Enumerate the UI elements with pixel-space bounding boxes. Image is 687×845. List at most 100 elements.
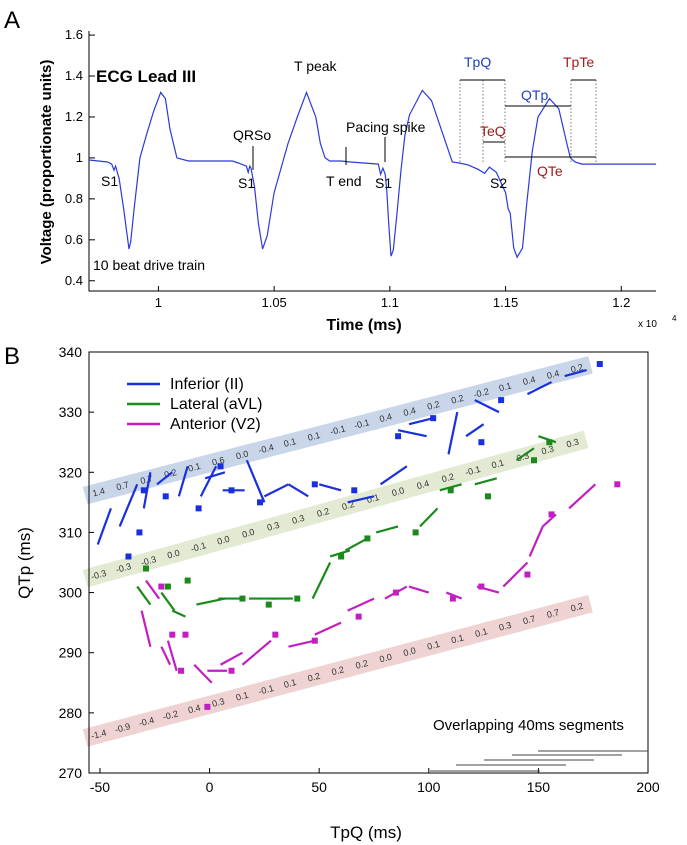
panel-b-legend: Inferior (II) Lateral (aVL) Anterior (V2… bbox=[127, 376, 263, 433]
panel-a-x-exponent: x 10 bbox=[638, 319, 657, 330]
qrso-label: QRSo bbox=[233, 127, 271, 143]
panel-a-ytick-label: 0.8 bbox=[65, 191, 83, 206]
series-marker bbox=[228, 667, 235, 674]
series-segment bbox=[318, 483, 342, 492]
series-marker bbox=[265, 601, 272, 608]
series-segment bbox=[502, 561, 529, 588]
s1-label-3: S1 bbox=[375, 175, 392, 191]
panel-b-xtick-label: 100 bbox=[417, 779, 441, 795]
series-marker bbox=[142, 565, 149, 572]
series-marker bbox=[217, 463, 224, 470]
band-label-inferior: 0.4 bbox=[378, 411, 393, 424]
teq-label: TeQ bbox=[480, 123, 506, 139]
series-marker bbox=[195, 505, 202, 512]
panel-a-xtick-label: 1 bbox=[155, 295, 162, 310]
series-segment bbox=[419, 507, 439, 528]
band-label-anterior: 0.1 bbox=[450, 633, 465, 646]
panel-b-xtick-label: 200 bbox=[636, 779, 660, 795]
series-segment bbox=[287, 483, 309, 498]
band-label-inferior: 0.4 bbox=[522, 374, 537, 387]
panel-a-annotations: S1 S1 S1 S2 QRSo T peak T end Pacing spi… bbox=[93, 54, 597, 273]
series-segment bbox=[145, 579, 161, 600]
panel-a-xtick-label: 1.15 bbox=[493, 295, 518, 310]
band-label-lateral: 0.3 bbox=[565, 437, 580, 450]
series-segment bbox=[314, 621, 342, 636]
panel-b-xlabel: TpQ (ms) bbox=[330, 823, 402, 842]
band-label-lateral: 0.0 bbox=[391, 485, 406, 498]
series-marker bbox=[395, 433, 402, 440]
series-segment bbox=[568, 483, 597, 510]
qtp-label: QTp bbox=[521, 87, 548, 103]
series-marker bbox=[162, 493, 169, 500]
band-label-anterior: 0.1 bbox=[283, 677, 298, 690]
series-segment bbox=[171, 609, 186, 618]
band-label-inferior: -0.4 bbox=[257, 442, 275, 456]
series-marker bbox=[294, 595, 301, 602]
legend-label-inferior: Inferior (II) bbox=[170, 376, 244, 393]
panel-a-axes bbox=[88, 31, 656, 292]
band-label-inferior: 0.4 bbox=[402, 405, 417, 418]
series-marker bbox=[498, 397, 505, 404]
panel-b-yticks: 270 280 290 300 310 320 330 340 bbox=[59, 344, 94, 781]
band-lateral: -0.3 -0.3 -0.3 0.0 -0.1 0.0 0.0 0.3 0.3 0.2 0.2 0.1… bbox=[82, 430, 589, 588]
s1-label-2: S1 bbox=[238, 175, 255, 191]
series-marker bbox=[355, 613, 362, 620]
series-marker bbox=[338, 553, 345, 560]
series-2 bbox=[140, 481, 621, 710]
band-inferior: 1.40.70.70.20.10.60.0-0.40.10.1-0.1-0.10… bbox=[82, 356, 593, 505]
series-segment bbox=[379, 465, 408, 486]
band-label-inferior: 0.1 bbox=[187, 461, 202, 474]
panel-a-xlabel: Time (ms) bbox=[326, 317, 401, 334]
band-label-anterior: -0.2 bbox=[162, 708, 180, 722]
panel-b-ytick-label: 340 bbox=[59, 344, 83, 360]
series-segment bbox=[136, 585, 152, 606]
panel-b-bands: 1.40.70.70.20.10.60.0-0.40.10.1-0.1-0.10… bbox=[82, 356, 593, 747]
series-segment bbox=[160, 591, 176, 612]
series-marker bbox=[169, 631, 176, 638]
series-segment bbox=[140, 610, 152, 647]
band-label-lateral: 0.0 bbox=[241, 527, 256, 540]
series-marker bbox=[182, 631, 189, 638]
series-marker bbox=[158, 583, 165, 590]
panel-a-axis-lines bbox=[88, 31, 656, 292]
panel-b-xtick-label: 150 bbox=[527, 779, 551, 795]
band-label-lateral: 0.2 bbox=[441, 471, 456, 484]
series-segment bbox=[288, 639, 316, 648]
panel-a-ytick-label: 0.4 bbox=[65, 273, 83, 288]
band-label-lateral: -0.3 bbox=[90, 568, 108, 582]
band-label-anterior: 0.0 bbox=[378, 652, 393, 665]
band-label-anterior: 0.7 bbox=[522, 613, 537, 626]
series-segment bbox=[564, 368, 587, 378]
panel-a-title: ECG Lead III bbox=[96, 67, 196, 86]
series-segment bbox=[118, 483, 139, 527]
panel-a-ytick-label: 1.6 bbox=[65, 27, 83, 42]
panel-b-series bbox=[96, 361, 621, 710]
series-marker bbox=[449, 595, 456, 602]
band-label-anterior: 0.0 bbox=[402, 645, 417, 658]
band-label-lateral: 0.2 bbox=[316, 506, 331, 519]
band-label-lateral: 0.3 bbox=[291, 513, 306, 526]
band-label-lateral: 0.0 bbox=[216, 534, 231, 547]
series-segment bbox=[344, 537, 368, 552]
series-marker bbox=[478, 439, 485, 446]
s1-label-1: S1 bbox=[101, 173, 118, 189]
panel-a-xticks: 1 1.05 1.1 1.15 1.2 bbox=[155, 286, 630, 310]
series-segment bbox=[439, 483, 462, 492]
band-label-anterior: 0.1 bbox=[426, 639, 441, 652]
band-label-inferior: 0.0 bbox=[235, 449, 250, 462]
series-segment bbox=[528, 525, 544, 557]
series-segment bbox=[445, 591, 463, 600]
panel-b-axes-box bbox=[88, 351, 649, 774]
series-segment bbox=[474, 477, 498, 486]
series-segment bbox=[156, 471, 173, 486]
series-segment bbox=[263, 483, 289, 498]
band-label-inferior: 0.1 bbox=[283, 436, 298, 449]
band-label-anterior: 0.1 bbox=[235, 690, 250, 703]
band-label-lateral: -0.3 bbox=[140, 554, 158, 568]
band-label-inferior: -0.2 bbox=[473, 386, 491, 400]
series-marker bbox=[430, 415, 437, 422]
series-segment bbox=[177, 465, 189, 497]
panel-a-ytick-label: 1 bbox=[76, 150, 83, 165]
series-marker bbox=[614, 481, 621, 488]
panel-b-xtick-label: 0 bbox=[206, 779, 214, 795]
